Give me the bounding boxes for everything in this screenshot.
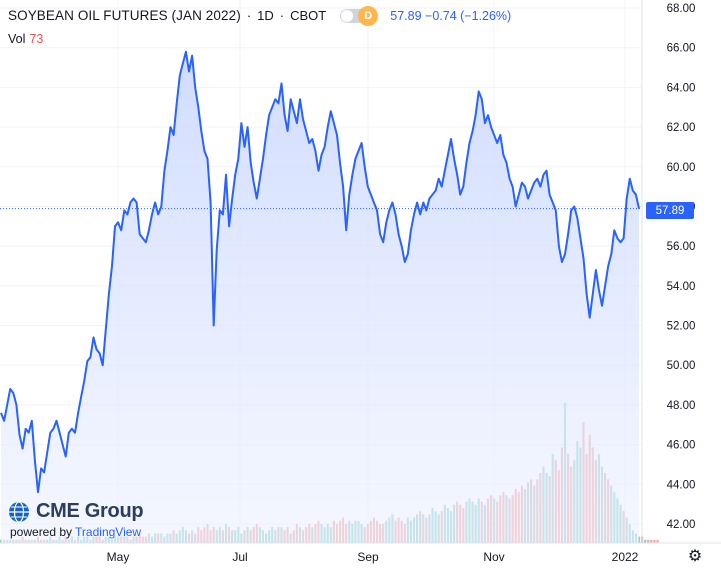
x-tick-label: Sep	[357, 550, 379, 564]
last-price-badge: 57.89	[646, 202, 694, 219]
cme-logo-text: CME Group	[36, 500, 144, 522]
delay-toggle[interactable]: D	[340, 5, 379, 26]
quote-values: 57.89 −0.74 (−1.26%)	[390, 9, 511, 23]
separator-dot: ·	[246, 8, 252, 23]
interval-label[interactable]: 1D	[257, 8, 274, 23]
volume-legend: Vol 73	[8, 32, 43, 46]
delayed-data-badge: D	[358, 5, 379, 26]
x-tick-label: Jul	[232, 550, 247, 564]
tradingview-link[interactable]: TradingView	[75, 525, 142, 539]
price-change: −0.74	[425, 8, 457, 23]
volume-label: Vol	[8, 32, 26, 46]
y-tick-label: 60.00	[667, 162, 696, 174]
separator-dot-2: ·	[279, 8, 285, 23]
chart-legend: SOYBEAN OIL FUTURES (JAN 2022) · 1D · CB…	[8, 5, 511, 26]
y-tick-label: 64.00	[667, 82, 696, 94]
volume-value: 73	[29, 32, 44, 46]
y-tick-label: 62.00	[667, 122, 696, 134]
symbol-title: SOYBEAN OIL FUTURES (JAN 2022)	[8, 8, 241, 23]
y-tick-label: 44.00	[667, 479, 696, 491]
y-tick-label: 66.00	[667, 43, 696, 55]
last-price: 57.89	[390, 8, 422, 23]
y-tick-label: 48.00	[667, 400, 696, 412]
y-tick-label: 68.00	[667, 3, 696, 15]
gear-icon[interactable]: ⚙	[687, 548, 703, 565]
y-tick-label: 52.00	[667, 321, 696, 333]
y-tick-label: 46.00	[667, 440, 696, 452]
y-tick-label: 42.00	[667, 519, 696, 531]
volume-bar	[647, 539, 650, 543]
exchange-label: CBOT	[290, 8, 327, 23]
y-tick-label: 50.00	[667, 360, 696, 372]
y-tick-label: 56.00	[667, 241, 696, 253]
volume-bar	[653, 539, 656, 543]
globe-icon	[9, 500, 29, 523]
y-tick-label: 54.00	[667, 281, 696, 293]
powered-by-text: powered by	[10, 525, 73, 539]
volume-bar	[644, 539, 647, 543]
toggle-knob-icon	[341, 9, 354, 22]
volume-bar	[656, 539, 659, 543]
branding: CME Group powered by TradingView	[8, 500, 144, 539]
x-tick-label: 2022	[612, 550, 639, 564]
x-tick-label: May	[107, 550, 130, 564]
powered-by[interactable]: powered by TradingView	[10, 525, 143, 539]
price-area	[1, 51, 639, 543]
price-change-percent: (−1.26%)	[460, 8, 512, 23]
price-line	[0, 50, 640, 494]
cme-logo[interactable]: CME Group	[8, 500, 144, 523]
volume-bar	[650, 539, 653, 543]
x-tick-label: Nov	[483, 550, 504, 564]
